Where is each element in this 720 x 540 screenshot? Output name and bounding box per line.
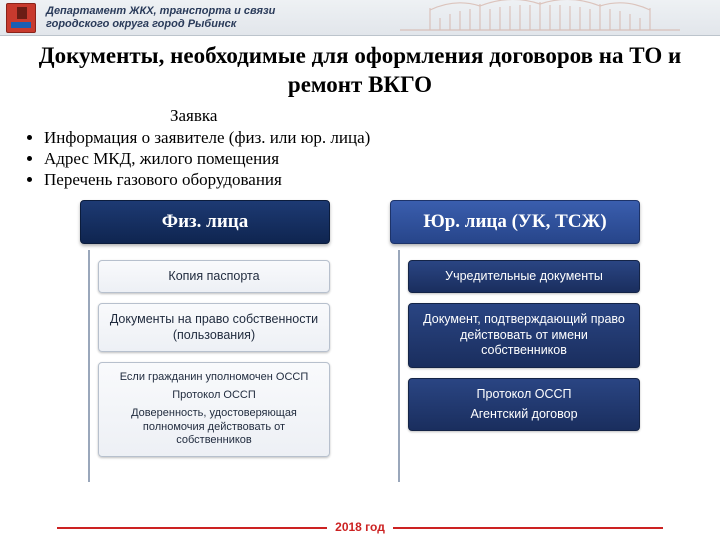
dept-line1: Департамент ЖКХ, транспорта и связи <box>46 5 275 17</box>
legal-entities-items: Учредительные документы Документ, подтве… <box>390 250 640 482</box>
individuals-items: Копия паспорта Документы на право собств… <box>80 250 330 482</box>
doc-text: Протокол ОССП <box>107 389 321 403</box>
doc-item: Учредительные документы <box>408 260 640 294</box>
doc-text: Протокол ОССП <box>477 387 572 401</box>
doc-item: Протокол ОССП Агентский договор <box>408 378 640 431</box>
legal-entities-column: Юр. лица (УК, ТСЖ) Учредительные докумен… <box>375 200 655 482</box>
doc-text: Документы на право собственности (пользо… <box>110 312 318 342</box>
dept-line2: городского округа город Рыбинск <box>46 18 275 30</box>
doc-text: Учредительные документы <box>445 269 603 283</box>
doc-text: Агентский договор <box>417 407 631 423</box>
department-name: Департамент ЖКХ, транспорта и связи горо… <box>46 5 275 29</box>
doc-text: Доверенность, удостоверяющая полномочия … <box>107 407 321 448</box>
doc-text: Если гражданин уполномочен ОССП <box>120 371 309 383</box>
list-item: Информация о заявителе (физ. или юр. лиц… <box>44 128 720 148</box>
doc-text: Документ, подтверждающий право действова… <box>423 312 625 357</box>
page-header: Департамент ЖКХ, транспорта и связи горо… <box>0 0 720 36</box>
connector-rail <box>88 250 90 482</box>
city-crest-icon <box>6 3 36 33</box>
legal-entities-header: Юр. лица (УК, ТСЖ) <box>390 200 640 244</box>
doc-item: Если гражданин уполномочен ОССП Протокол… <box>98 362 330 457</box>
doc-item: Документ, подтверждающий право действова… <box>408 303 640 368</box>
columns-container: Физ. лица Копия паспорта Документы на пр… <box>0 200 720 482</box>
individuals-header: Физ. лица <box>80 200 330 244</box>
application-label: Заявка <box>0 106 720 126</box>
individuals-column: Физ. лица Копия паспорта Документы на пр… <box>65 200 345 482</box>
footer-year: 2018 год <box>0 520 720 534</box>
doc-text: Копия паспорта <box>168 269 259 283</box>
requirements-list: Информация о заявителе (физ. или юр. лиц… <box>0 128 720 190</box>
connector-rail <box>398 250 400 482</box>
doc-item: Копия паспорта <box>98 260 330 294</box>
bridge-silhouette-icon <box>400 0 680 36</box>
doc-item: Документы на право собственности (пользо… <box>98 303 330 352</box>
page-title: Документы, необходимые для оформления до… <box>0 36 720 104</box>
list-item: Адрес МКД, жилого помещения <box>44 149 720 169</box>
list-item: Перечень газового оборудования <box>44 170 720 190</box>
